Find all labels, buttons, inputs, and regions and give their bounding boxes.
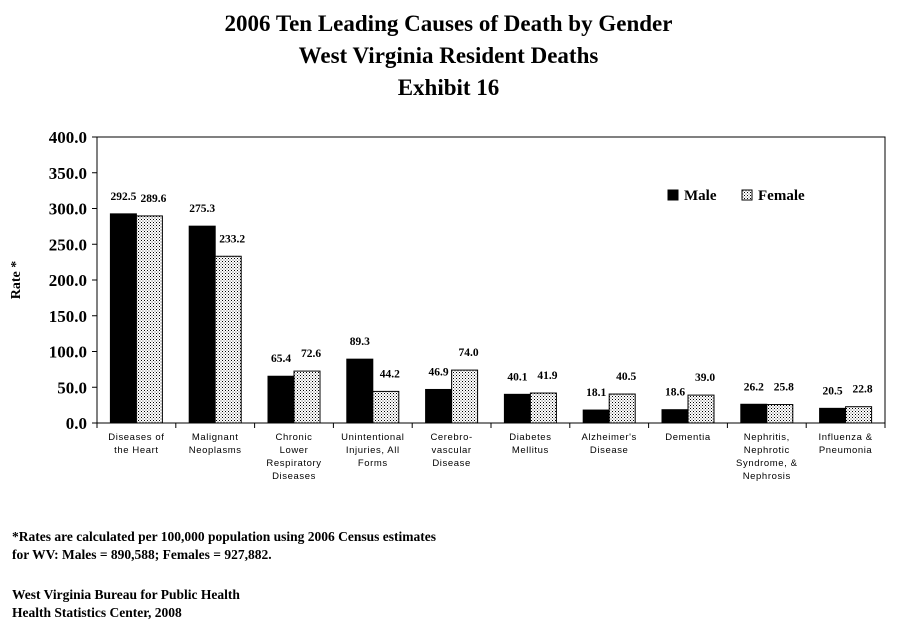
data-label-female: 72.6	[301, 348, 321, 360]
category-label: Diseases	[272, 471, 316, 482]
legend-label-female: Female	[758, 188, 805, 204]
bar-male	[503, 393, 531, 424]
bar-male	[425, 388, 453, 424]
y-tick-label: 400.0	[49, 128, 87, 147]
category-label: Cerebro-	[430, 432, 472, 443]
y-tick-label: 0.0	[66, 414, 87, 433]
category-label: Malignant	[192, 432, 239, 443]
y-tick-label: 150.0	[49, 307, 87, 326]
bar-female	[845, 406, 873, 424]
data-label-female: 22.8	[853, 384, 873, 396]
data-label-male: 20.5	[823, 385, 843, 397]
bar-male	[582, 409, 610, 424]
category-label: Diseases of	[108, 432, 164, 443]
bar-chart: 0.0 50.0 100.0 150.0 200.0 250.0 300.0 350.0 400…	[9, 128, 886, 482]
category-label: the Heart	[114, 445, 158, 456]
source-line-2: Health Statistics Center, 2008	[12, 605, 182, 620]
bar-male	[740, 403, 768, 424]
y-tick-label: 250.0	[49, 235, 87, 254]
bar-female	[687, 394, 715, 424]
category-label: Nephritis,	[744, 432, 790, 443]
source-line-1: West Virginia Bureau for Public Health	[12, 587, 240, 602]
bar-female	[293, 370, 321, 424]
y-tick-label: 50.0	[57, 378, 87, 397]
category-label: Chronic	[276, 432, 313, 443]
y-tick-label: 350.0	[49, 164, 87, 183]
legend-swatch-male	[667, 189, 679, 201]
data-label-female: 25.8	[774, 382, 794, 394]
category-label: Injuries, All	[346, 445, 400, 456]
category-label: Nephrosis	[743, 471, 791, 482]
footnote: *Rates are calculated per 100,000 popula…	[12, 528, 436, 564]
data-label-male: 26.2	[744, 381, 764, 393]
category-label: Disease	[590, 445, 629, 456]
category-label: Pneumonia	[819, 445, 873, 456]
data-label-male: 65.4	[271, 353, 291, 365]
data-label-male: 275.3	[189, 203, 215, 215]
category-label: Influenza &	[819, 432, 873, 443]
chart-subtitle: West Virginia Resident Deaths	[298, 43, 599, 68]
category-label: Forms	[358, 458, 388, 469]
data-label-female: 39.0	[695, 372, 715, 384]
y-tick-label: 300.0	[49, 200, 87, 219]
bar-female	[135, 215, 163, 424]
data-label-male: 18.6	[665, 387, 685, 399]
y-tick-label: 100.0	[49, 343, 87, 362]
bar-male	[188, 225, 216, 424]
category-label: Respiratory	[266, 458, 321, 469]
category-label: Unintentional	[341, 432, 404, 443]
footnote-line-2: for WV: Males = 890,588; Females = 927,8…	[12, 547, 272, 562]
legend-swatch-female	[741, 189, 753, 201]
bar-female	[372, 390, 400, 424]
bar-female	[214, 255, 242, 424]
category-label: vascular	[432, 445, 472, 456]
bar-male	[819, 407, 847, 424]
chart-title-block: 2006 Ten Leading Causes of Death by Gend…	[0, 8, 897, 104]
category-label: Lower	[280, 445, 309, 456]
data-label-female: 44.2	[380, 368, 400, 380]
bar-male	[109, 213, 137, 424]
category-label: Disease	[432, 458, 471, 469]
data-label-male: 18.1	[586, 387, 606, 399]
bar-female	[451, 369, 479, 424]
category-label: Mellitus	[512, 445, 549, 456]
data-label-male: 40.1	[507, 371, 527, 383]
data-label-female: 233.2	[219, 233, 245, 245]
bar-male	[346, 358, 374, 424]
exhibit-label: Exhibit 16	[397, 75, 500, 100]
data-label-male: 89.3	[350, 336, 370, 348]
category-label: Alzheimer's	[581, 432, 636, 443]
category-label: Neoplasms	[189, 445, 242, 456]
footnote-line-1: *Rates are calculated per 100,000 popula…	[12, 529, 437, 544]
data-label-female: 40.5	[616, 371, 636, 383]
category-label: Syndrome, &	[736, 458, 798, 469]
bar-female	[766, 404, 794, 424]
data-label-female: 41.9	[537, 370, 557, 382]
bar-female	[608, 393, 636, 424]
data-label-female: 74.0	[459, 347, 479, 359]
y-tick-label: 200.0	[49, 271, 87, 290]
category-label: Nephrotic	[744, 445, 790, 456]
data-label-male: 292.5	[110, 191, 136, 203]
source-note: West Virginia Bureau for Public Health H…	[12, 586, 240, 622]
bar-male	[267, 375, 295, 424]
legend-label-male: Male	[684, 188, 717, 204]
category-label: Dementia	[665, 432, 711, 443]
data-label-male: 46.9	[429, 366, 449, 378]
data-label-female: 289.6	[140, 193, 166, 205]
bar-male	[661, 409, 689, 424]
y-axis-label: Rate *	[9, 261, 24, 300]
bar-female	[529, 392, 557, 424]
chart-title: 2006 Ten Leading Causes of Death by Gend…	[224, 11, 673, 36]
category-label: Diabetes	[509, 432, 551, 443]
